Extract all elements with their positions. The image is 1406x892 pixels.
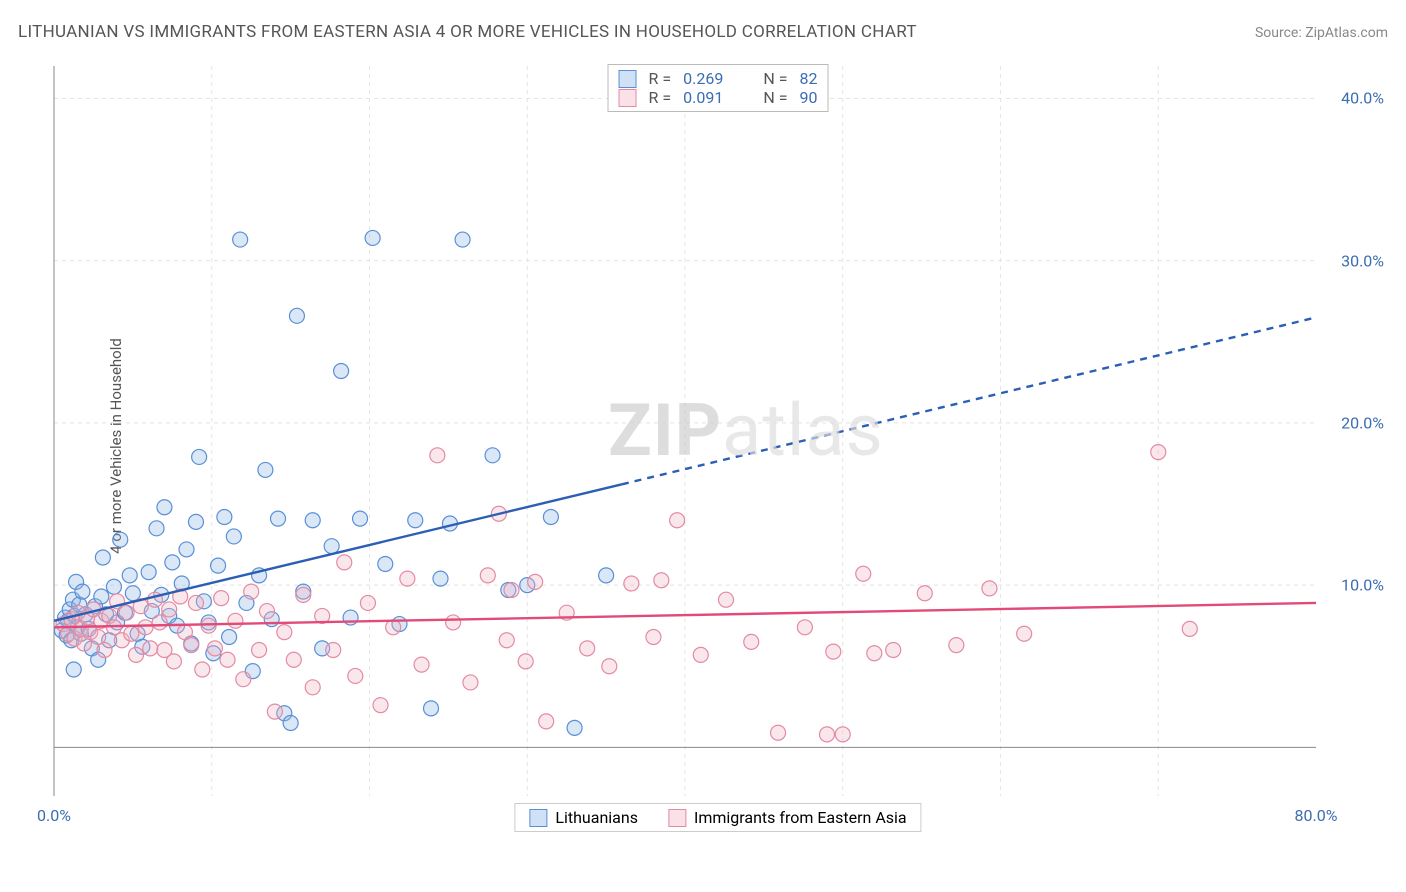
- swatch-icon: [619, 70, 637, 88]
- stat-row: R = 0.269 N = 82: [619, 69, 818, 88]
- stat-n-value: 90: [799, 88, 817, 107]
- swatch-icon: [619, 89, 637, 107]
- stat-n-label: N =: [763, 69, 787, 88]
- chart-plot-area: ZIPatlas R = 0.269N = 82R = 0.091N = 90 …: [48, 58, 1388, 836]
- y-tick: 10.0%: [1341, 576, 1384, 595]
- y-tick: 20.0%: [1341, 413, 1384, 432]
- stat-r-label: R =: [649, 69, 672, 88]
- legend-label: Lithuanians: [555, 808, 638, 827]
- stat-row: R = 0.091 N = 90: [619, 88, 818, 107]
- scatter-chart: [48, 58, 1388, 836]
- stat-r-value: 0.091: [683, 88, 723, 107]
- source-text: Source: ZipAtlas.com: [1255, 25, 1388, 41]
- stat-n-value: 82: [799, 69, 817, 88]
- stats-legend: R = 0.269 N = 82 R = 0.091 N = 90: [608, 64, 829, 112]
- legend-label: Immigrants from Eastern Asia: [694, 808, 907, 827]
- series-legend: Lithuanians Immigrants from Eastern Asia: [514, 803, 921, 832]
- stat-n-label: N =: [763, 88, 787, 107]
- y-tick: 30.0%: [1341, 251, 1384, 270]
- legend-item: Immigrants from Eastern Asia: [668, 808, 907, 827]
- legend-item: Lithuanians: [529, 808, 638, 827]
- chart-title: LITHUANIAN VS IMMIGRANTS FROM EASTERN AS…: [18, 22, 917, 42]
- stat-r-value: 0.269: [683, 69, 723, 88]
- y-tick: 40.0%: [1341, 89, 1384, 108]
- swatch-icon: [668, 809, 686, 827]
- stat-r-label: R =: [649, 88, 672, 107]
- x-tick: 80.0%: [1295, 806, 1338, 825]
- swatch-icon: [529, 809, 547, 827]
- x-tick: 0.0%: [37, 806, 71, 825]
